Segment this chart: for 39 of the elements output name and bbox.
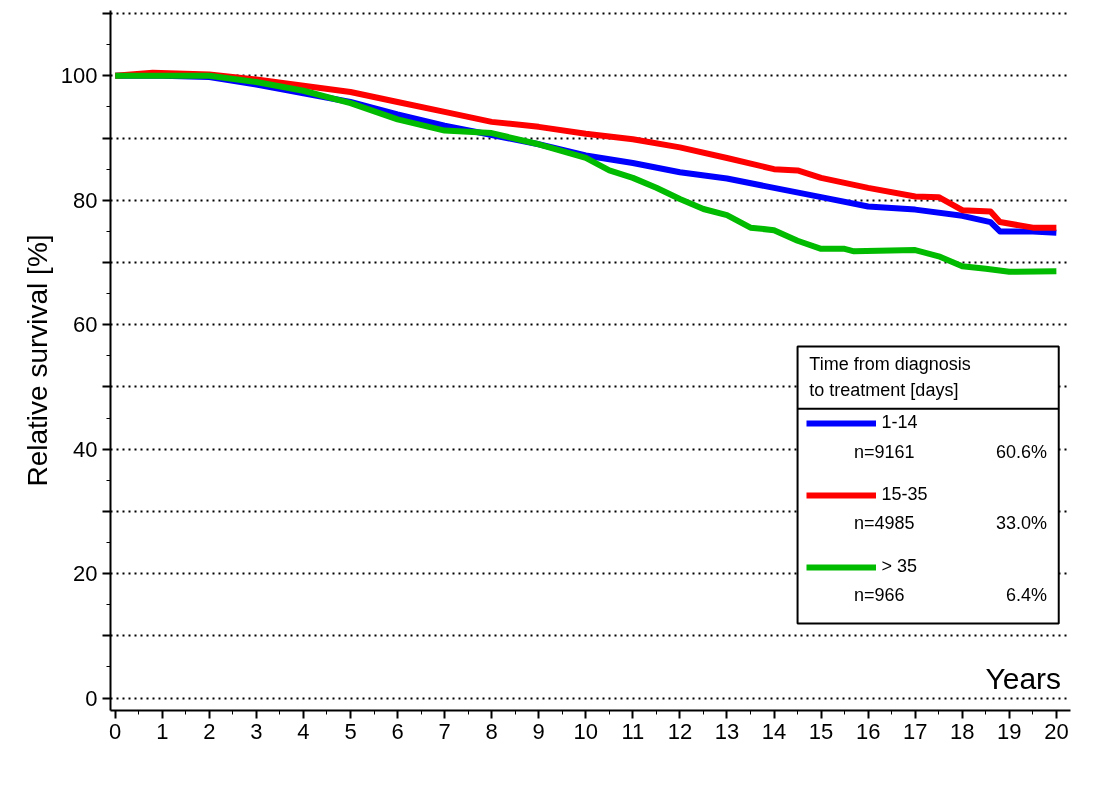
x-tick-label: 0 — [109, 718, 122, 744]
annotation: 33.0% — [995, 513, 1047, 534]
x-tick-label: 1 — [156, 718, 169, 744]
annotation: n=4985 — [854, 513, 915, 534]
x-tick-label: 3 — [250, 718, 263, 744]
x-tick-label: 7 — [438, 718, 451, 744]
x-tick-label: 10 — [573, 718, 599, 744]
y-tick-label: 100 — [60, 63, 98, 89]
annotation: n=9161 — [854, 441, 915, 462]
x-axis-title: Years — [985, 661, 1062, 695]
x-tick-label: 6 — [391, 718, 404, 744]
legend-label: 1-14 — [881, 411, 918, 435]
x-tick-label: 17 — [902, 718, 928, 744]
y-axis-title: Relative survival [%] — [21, 234, 53, 487]
legend-title: Time from diagnosis to treatment [days] — [809, 353, 971, 400]
legend-label: 15-35 — [881, 483, 928, 507]
x-tick-label: 13 — [714, 718, 740, 744]
x-tick-label: 14 — [761, 718, 787, 744]
y-tick-label: 0 — [85, 685, 98, 711]
x-tick-label: 15 — [808, 718, 834, 744]
y-tick-label: 60 — [73, 312, 98, 338]
x-tick-label: 9 — [532, 718, 545, 744]
x-tick-label: 20 — [1044, 718, 1069, 744]
x-tick-label: 12 — [667, 718, 693, 744]
y-tick-label: 40 — [73, 436, 98, 462]
annotation: 60.6% — [995, 441, 1047, 462]
y-tick-label: 80 — [73, 187, 98, 213]
x-tick-label: 4 — [297, 718, 310, 744]
x-tick-label: 11 — [621, 718, 645, 744]
x-tick-label: 16 — [855, 718, 881, 744]
x-tick-label: 2 — [203, 718, 216, 744]
annotation: 6.4% — [1005, 584, 1047, 605]
annotation: n=966 — [854, 584, 905, 605]
legend-label: > 35 — [881, 555, 918, 579]
x-tick-label: 19 — [997, 718, 1022, 744]
x-tick-label: 5 — [344, 718, 357, 744]
y-tick-label: 20 — [73, 561, 98, 587]
x-tick-label: 8 — [485, 718, 498, 744]
x-tick-label: 18 — [950, 718, 975, 744]
